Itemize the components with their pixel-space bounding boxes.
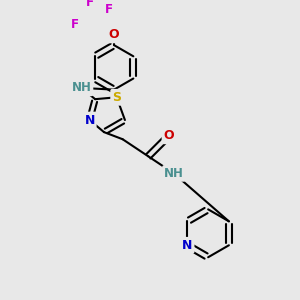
Text: NH: NH (72, 81, 92, 94)
Text: O: O (109, 28, 119, 41)
Text: F: F (86, 0, 94, 9)
Text: S: S (112, 91, 121, 104)
Text: NH: NH (164, 167, 184, 180)
Text: N: N (84, 113, 95, 127)
Text: F: F (71, 18, 79, 31)
Text: N: N (182, 239, 193, 252)
Text: F: F (105, 3, 113, 16)
Text: O: O (164, 129, 174, 142)
